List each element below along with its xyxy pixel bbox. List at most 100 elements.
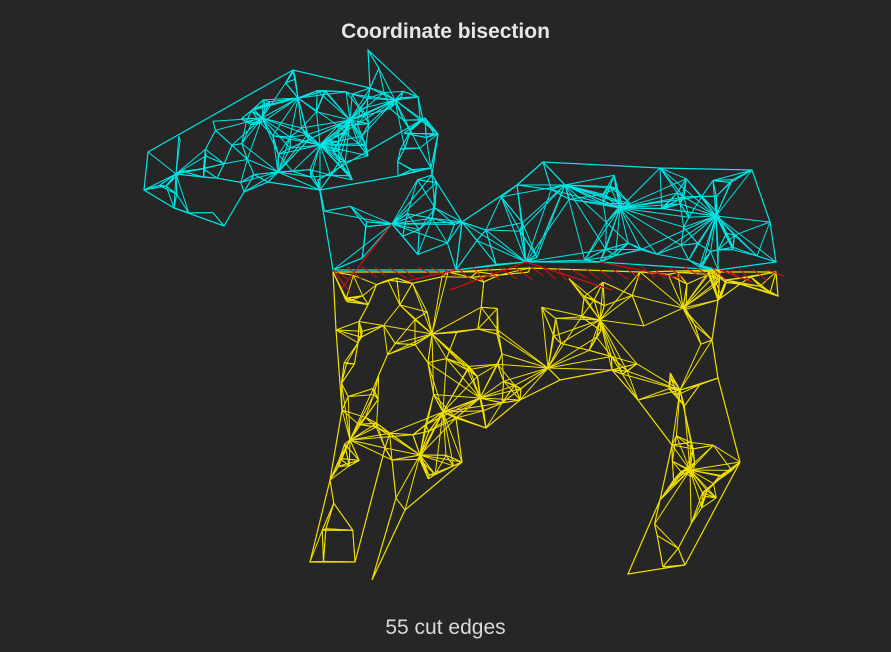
neck-edge	[417, 174, 433, 181]
cut-edge	[514, 266, 533, 280]
body-edge	[555, 317, 601, 321]
body-edge	[349, 426, 377, 441]
neck-edge	[417, 242, 448, 255]
body-edge	[547, 356, 612, 369]
back-edge	[550, 189, 570, 200]
body-edge	[446, 358, 470, 367]
head-edge	[260, 117, 263, 124]
cut-edge	[332, 269, 351, 293]
body-edge	[332, 271, 354, 276]
body-edge	[668, 388, 685, 407]
neck-edge	[391, 213, 408, 225]
cut-edge	[525, 261, 613, 291]
head-edge	[250, 110, 262, 124]
body-edge	[367, 284, 378, 305]
head-edge	[344, 119, 351, 133]
body-edge	[445, 455, 454, 467]
body-edge	[676, 389, 681, 396]
body-edge	[431, 331, 457, 335]
body-edge	[667, 274, 684, 309]
back-edge	[619, 178, 687, 209]
cut-edge	[341, 223, 393, 289]
body-edge	[588, 349, 612, 357]
head-edge	[368, 99, 396, 125]
neck-edge	[391, 207, 436, 225]
body-edge	[679, 384, 700, 391]
head-edge	[337, 119, 351, 126]
body-edge	[479, 397, 521, 401]
head-edge	[319, 140, 331, 146]
body-edge	[643, 307, 684, 327]
body-edge	[442, 411, 487, 429]
head-edge	[240, 159, 248, 183]
cut-edge	[612, 269, 629, 280]
head-edge	[308, 139, 321, 146]
body-edge	[699, 377, 719, 386]
back-edge	[455, 240, 478, 271]
tail-edge	[739, 276, 752, 285]
head-edge	[260, 122, 274, 137]
tail-edge	[725, 279, 741, 285]
head-edge	[267, 171, 279, 183]
cut-edge	[598, 268, 612, 280]
back-edge	[564, 174, 615, 186]
head-edge	[212, 121, 216, 131]
body-edge	[581, 299, 595, 318]
back-edge	[619, 196, 684, 209]
head-edge	[357, 123, 369, 125]
body-edge	[477, 363, 498, 377]
body-edge	[364, 416, 377, 428]
back-edge	[584, 255, 616, 261]
cut-edge	[719, 269, 753, 283]
back-edge	[685, 178, 703, 197]
back-edge	[717, 232, 727, 251]
back-edge	[536, 184, 566, 258]
back-edge	[715, 179, 733, 217]
neck-edge	[365, 221, 368, 227]
cut-edge	[374, 266, 386, 277]
head-edge	[367, 92, 385, 99]
body-edge	[358, 422, 377, 425]
body-edge	[593, 299, 601, 321]
head-edge	[400, 147, 420, 150]
body-edge	[389, 411, 444, 434]
body-edge	[344, 362, 355, 365]
head-edge	[265, 97, 299, 106]
back-edge	[688, 243, 699, 261]
body-edge	[361, 325, 384, 338]
head-edge	[325, 90, 351, 121]
head-edge	[278, 154, 293, 172]
body-edge	[349, 432, 390, 441]
tail-edge	[711, 271, 722, 297]
head-edge	[301, 111, 317, 129]
body-edge	[692, 462, 696, 477]
back-edge	[602, 187, 617, 195]
head-edge	[241, 143, 248, 160]
body-edge	[467, 369, 481, 399]
head-edge	[330, 140, 339, 152]
body-edge	[702, 492, 705, 497]
body-edge	[671, 444, 694, 450]
cut-edge	[542, 267, 557, 280]
neck-edge	[424, 117, 427, 138]
body-edge	[412, 430, 430, 436]
neck-edge	[425, 137, 433, 176]
body-edge	[503, 367, 549, 382]
back-edge	[732, 169, 753, 181]
back-edge	[715, 215, 735, 236]
body-edge	[479, 380, 504, 399]
body-edge	[383, 325, 396, 344]
back-edge	[521, 222, 537, 255]
head-edge	[277, 136, 291, 155]
head-edge	[319, 144, 332, 176]
head-edge	[261, 99, 264, 119]
head-edge	[344, 161, 353, 181]
head-edge	[263, 99, 271, 103]
head-edge	[159, 173, 177, 186]
back-edge	[500, 196, 523, 224]
back-edge	[680, 227, 685, 246]
body-edge	[445, 454, 463, 463]
head-edge	[175, 173, 190, 214]
back-edge	[715, 215, 777, 263]
cut-edge	[458, 268, 473, 282]
